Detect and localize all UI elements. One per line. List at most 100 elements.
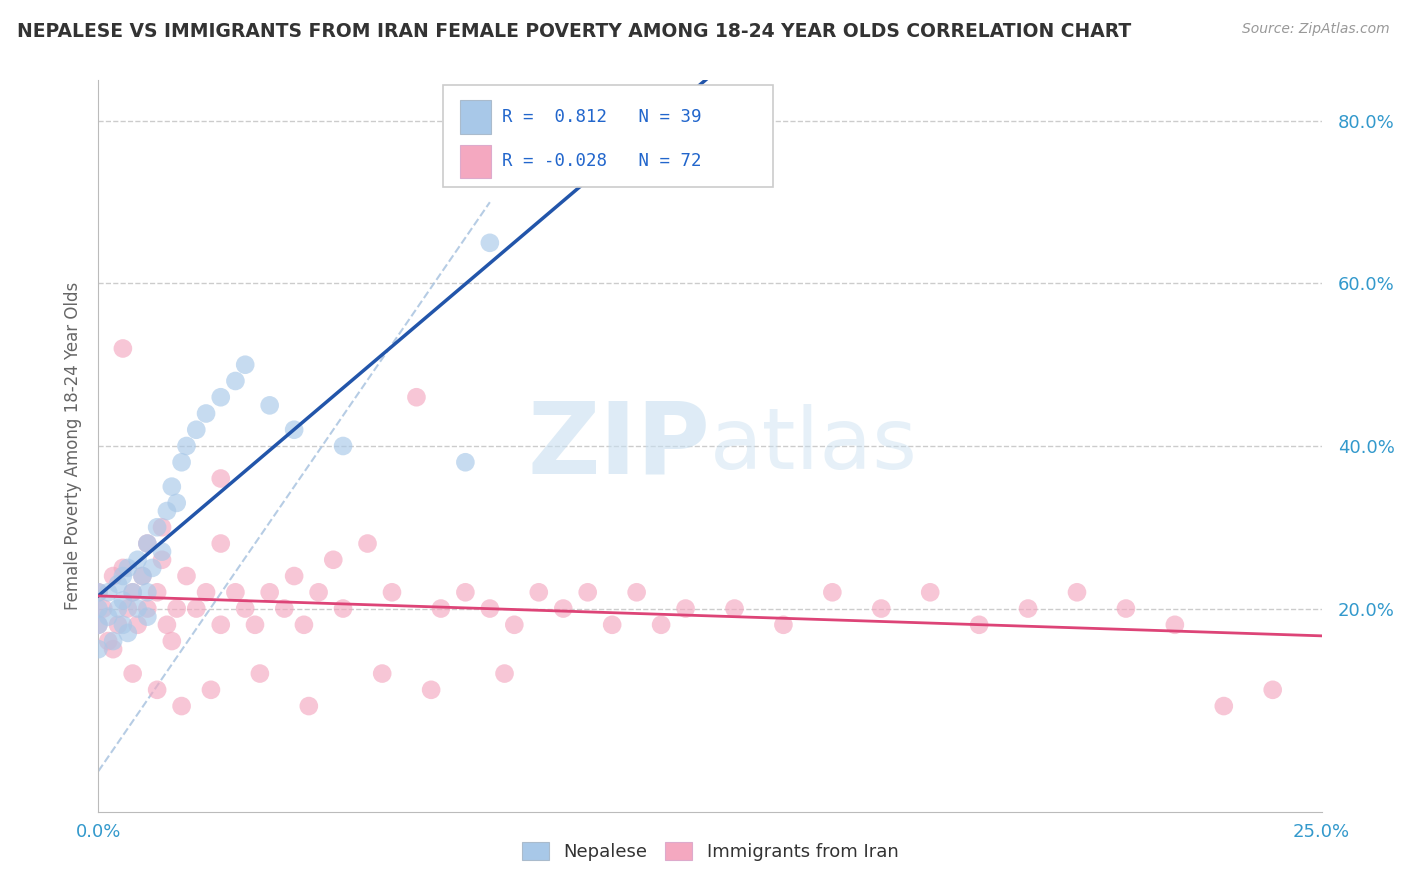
Point	[233, 601, 256, 615]
Point	[723, 601, 745, 615]
Point	[1115, 601, 1137, 615]
Point	[626, 585, 648, 599]
Point	[121, 585, 143, 599]
Point	[322, 553, 344, 567]
Point	[1164, 617, 1187, 632]
Point	[166, 601, 188, 615]
Point	[136, 601, 159, 615]
Point	[494, 666, 516, 681]
Point	[87, 585, 110, 599]
Point	[117, 626, 139, 640]
Point	[101, 634, 124, 648]
Point	[107, 617, 129, 632]
Point	[1066, 585, 1088, 599]
Point	[136, 536, 159, 550]
Point	[772, 617, 794, 632]
Point	[478, 601, 501, 615]
Point	[97, 634, 120, 648]
Point	[308, 585, 330, 599]
Text: ZIP: ZIP	[527, 398, 710, 494]
Legend: Nepalese, Immigrants from Iran: Nepalese, Immigrants from Iran	[515, 835, 905, 869]
Point	[650, 617, 672, 632]
Point	[870, 601, 893, 615]
Point	[675, 601, 697, 615]
Y-axis label: Female Poverty Among 18-24 Year Olds: Female Poverty Among 18-24 Year Olds	[63, 282, 82, 610]
Point	[405, 390, 427, 404]
Point	[111, 342, 134, 356]
Point	[332, 439, 354, 453]
Point	[478, 235, 501, 250]
Point	[209, 390, 232, 404]
Point	[209, 471, 232, 485]
Point	[420, 682, 443, 697]
Point	[200, 682, 222, 697]
Point	[243, 617, 266, 632]
Point	[87, 585, 110, 599]
Point	[97, 585, 120, 599]
Point	[430, 601, 453, 615]
Point	[87, 617, 110, 632]
Point	[821, 585, 844, 599]
Point	[136, 536, 159, 550]
Point	[170, 699, 193, 714]
Point	[298, 699, 321, 714]
Point	[166, 496, 188, 510]
Text: Source: ZipAtlas.com: Source: ZipAtlas.com	[1241, 22, 1389, 37]
Point	[249, 666, 271, 681]
Point	[553, 601, 575, 615]
Point	[107, 601, 129, 615]
Point	[117, 561, 139, 575]
Point	[111, 593, 134, 607]
Point	[156, 617, 179, 632]
Point	[150, 520, 173, 534]
Text: NEPALESE VS IMMIGRANTS FROM IRAN FEMALE POVERTY AMONG 18-24 YEAR OLDS CORRELATIO: NEPALESE VS IMMIGRANTS FROM IRAN FEMALE …	[17, 22, 1130, 41]
Point	[332, 601, 354, 615]
Point	[101, 569, 124, 583]
Point	[111, 569, 134, 583]
Point	[131, 569, 153, 583]
Point	[1212, 699, 1234, 714]
Point	[283, 423, 305, 437]
Point	[259, 398, 281, 412]
Point	[967, 617, 990, 632]
Point	[136, 585, 159, 599]
Point	[1261, 682, 1284, 697]
Point	[146, 585, 169, 599]
Point	[186, 423, 208, 437]
Point	[160, 480, 183, 494]
Point	[176, 569, 198, 583]
Point	[87, 601, 110, 615]
Point	[920, 585, 942, 599]
Point	[233, 358, 256, 372]
Point	[292, 617, 315, 632]
Point	[146, 520, 169, 534]
Point	[156, 504, 179, 518]
Text: R =  0.812   N = 39: R = 0.812 N = 39	[502, 108, 702, 126]
Point	[356, 536, 378, 550]
Point	[101, 642, 124, 657]
Point	[160, 634, 183, 648]
Point	[146, 682, 169, 697]
Point	[209, 536, 232, 550]
Point	[600, 617, 623, 632]
Point	[121, 666, 143, 681]
Point	[283, 569, 305, 583]
Point	[170, 455, 193, 469]
Point	[117, 601, 139, 615]
Text: atlas: atlas	[710, 404, 918, 488]
Point	[111, 561, 134, 575]
Point	[127, 601, 149, 615]
Point	[381, 585, 404, 599]
Point	[87, 617, 110, 632]
Point	[224, 585, 246, 599]
Point	[176, 439, 198, 453]
Point	[186, 601, 208, 615]
Text: R = -0.028   N = 72: R = -0.028 N = 72	[502, 153, 702, 170]
Point	[127, 553, 149, 567]
Point	[259, 585, 281, 599]
Point	[127, 617, 149, 632]
Point	[503, 617, 526, 632]
Point	[150, 544, 173, 558]
Point	[209, 617, 232, 632]
Point	[91, 601, 114, 615]
